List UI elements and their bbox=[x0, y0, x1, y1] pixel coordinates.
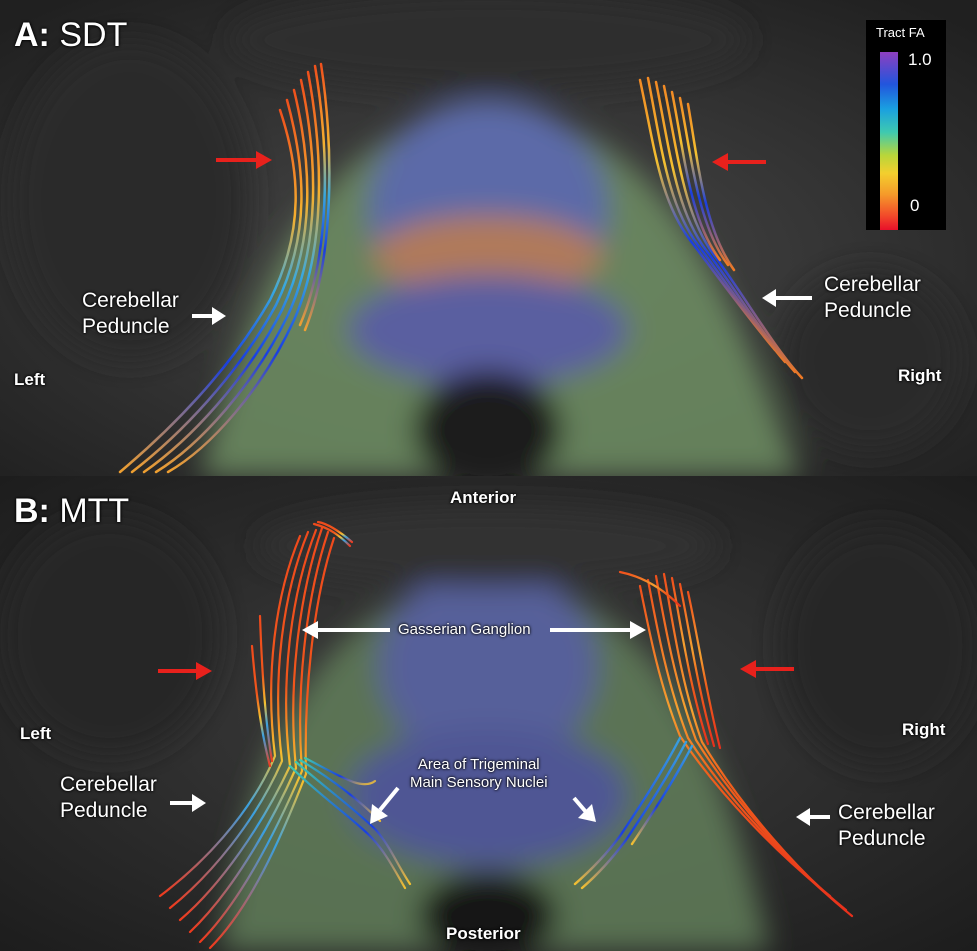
panel-b-right-white-arrow bbox=[796, 808, 830, 826]
panel-b-left-peduncle-label: Cerebellar Peduncle bbox=[60, 773, 157, 822]
panel-a-left-label: Left bbox=[14, 370, 46, 389]
panel-a-right-red-arrow bbox=[712, 153, 766, 171]
panel-b-left-white-arrow bbox=[170, 794, 206, 812]
panel-b-ganglion-right-arrow bbox=[550, 621, 646, 639]
panel-a-left-peduncle-label: Cerebellar Peduncle bbox=[82, 289, 179, 338]
panel-a-left-tract bbox=[118, 62, 331, 474]
posterior-label: Posterior bbox=[446, 924, 521, 943]
anterior-label: Anterior bbox=[450, 488, 517, 507]
colorbar-title: Tract FA bbox=[876, 25, 925, 40]
panel-b-title: B: MTT bbox=[14, 492, 130, 530]
colorbar-min: 0 bbox=[910, 196, 920, 215]
gasserian-ganglion-label: Gasserian Ganglion bbox=[398, 621, 531, 638]
panel-a-left-red-arrow bbox=[216, 151, 272, 169]
trigeminal-nuclei-label: Area of Trigeminal Main Sensory Nuclei bbox=[410, 756, 548, 791]
panel-b-left-nuclei-tract bbox=[288, 756, 412, 890]
panel-b-image bbox=[0, 476, 977, 951]
panel-a-right-peduncle-label: Cerebellar Peduncle bbox=[824, 273, 921, 322]
panel-a-right-tract bbox=[638, 76, 804, 380]
panel-b-nuclei-right-arrow bbox=[572, 796, 596, 822]
panel-b-left-tract bbox=[158, 520, 354, 950]
panel-a-right-white-arrow bbox=[762, 289, 812, 307]
panel-b-right-nuclei-tract bbox=[573, 736, 694, 890]
panel-a-image bbox=[0, 0, 977, 476]
panel-b-right-tract bbox=[618, 570, 854, 918]
panel-a-right-label: Right bbox=[898, 366, 942, 385]
panel-a-left-white-arrow bbox=[192, 307, 226, 325]
fa-colorbar: Tract FA 1.0 0 bbox=[866, 20, 946, 230]
panel-b-right-red-arrow bbox=[740, 660, 794, 678]
panel-b-ganglion-left-arrow bbox=[302, 621, 390, 639]
panel-b-right-label: Right bbox=[902, 720, 946, 739]
panel-b-left-red-arrow bbox=[158, 662, 212, 680]
colorbar-max: 1.0 bbox=[908, 50, 932, 69]
panel-a-title: A: SDT bbox=[14, 16, 128, 54]
panel-b-mtt: B: MTT Anterior Posterior Left Right Gas… bbox=[0, 476, 977, 951]
panel-b-right-peduncle-label: Cerebellar Peduncle bbox=[838, 801, 935, 850]
colorbar-gradient bbox=[880, 52, 898, 230]
panel-b-nuclei-left-arrow bbox=[370, 786, 400, 824]
panel-a-sdt: A: SDT Left Right Cerebellar Peduncle Cer… bbox=[0, 0, 977, 476]
panel-b-left-label: Left bbox=[20, 724, 52, 743]
